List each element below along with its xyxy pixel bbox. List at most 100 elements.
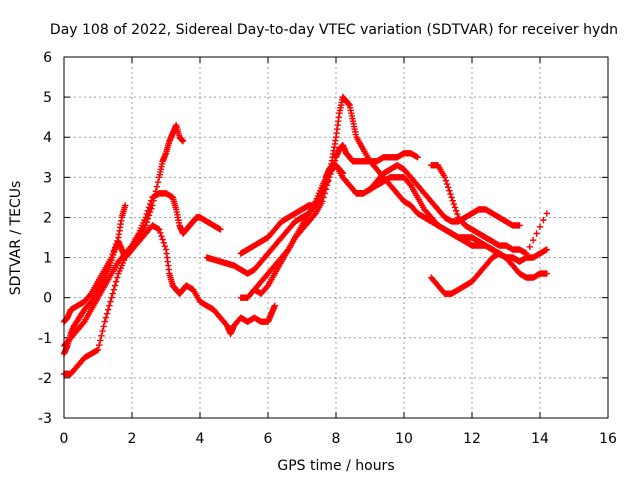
data-point (263, 283, 271, 291)
y-tick-label: 0 (43, 291, 52, 307)
data-point (108, 294, 115, 301)
data-point (142, 214, 149, 221)
y-tick-label: 6 (43, 50, 52, 66)
data-point (442, 177, 450, 184)
series-10 (428, 250, 550, 297)
series-1 (60, 121, 187, 358)
y-tick-label: 2 (43, 210, 52, 226)
data-point (322, 186, 329, 193)
x-tick-label: 0 (60, 431, 69, 447)
data-point (451, 204, 459, 211)
data-point (284, 247, 291, 255)
data-point (443, 180, 451, 188)
data-point (148, 197, 155, 204)
data-point (103, 310, 111, 317)
data-point (107, 298, 114, 305)
data-point (101, 318, 108, 325)
y-tick-labels: -3 -2 -1 0 1 2 3 4 5 6 (38, 50, 52, 427)
data-point (271, 302, 278, 309)
series-4 (60, 222, 278, 378)
series-2 (60, 202, 129, 325)
series-11 (428, 162, 550, 257)
data-point (543, 246, 550, 253)
x-tick-label: 4 (196, 431, 205, 447)
x-tick-label: 14 (531, 431, 549, 447)
x-tick-label: 6 (264, 431, 273, 447)
data-point (536, 223, 544, 231)
data-point (97, 337, 104, 344)
data-point (145, 204, 153, 211)
data-point (112, 240, 120, 248)
x-tick-labels: 0 2 4 6 8 10 12 14 16 (60, 431, 617, 447)
data-point (122, 202, 129, 209)
data-point (102, 314, 110, 321)
series-6 (237, 142, 421, 257)
x-tick-label: 8 (332, 431, 341, 447)
data-point (320, 194, 327, 201)
data-point (110, 286, 118, 293)
data-point (111, 244, 119, 251)
data-point (158, 232, 165, 240)
data-point (311, 211, 318, 218)
data-point (160, 239, 167, 247)
data-point (448, 194, 455, 201)
data-point (109, 251, 116, 258)
data-point (105, 306, 112, 313)
data-point (452, 207, 460, 214)
grid-lines (64, 57, 608, 418)
data-point (109, 290, 116, 297)
data-point (445, 184, 452, 191)
y-tick-label: -2 (38, 371, 52, 387)
data-point (95, 341, 103, 349)
data-point (217, 226, 224, 233)
chart-title: Day 108 of 2022, Sidereal Day-to-day VTE… (50, 22, 618, 38)
y-tick-label: 1 (43, 251, 52, 267)
data-point (441, 174, 448, 181)
data-point (106, 302, 113, 309)
data-point (156, 226, 163, 233)
data-point (530, 236, 537, 244)
x-axis-label: GPS time / hours (277, 458, 394, 474)
x-tick-label: 10 (395, 431, 413, 447)
y-axis-label: SDTVAR / TECUs (8, 181, 24, 296)
data-point (94, 346, 102, 354)
data-point (543, 270, 550, 277)
data-point (110, 247, 118, 255)
data-point (153, 183, 161, 190)
data-point (100, 323, 107, 330)
data-point (114, 274, 121, 281)
data-point (540, 216, 547, 224)
data-point (406, 180, 413, 188)
y-tick-label: -3 (38, 411, 52, 427)
data-point (146, 200, 154, 208)
x-tick-label: 2 (128, 431, 137, 447)
data-point (154, 178, 162, 186)
data-point (144, 207, 152, 214)
y-tick-label: 4 (43, 130, 52, 146)
data-point (111, 282, 119, 289)
data-point (447, 190, 454, 198)
data-point (516, 222, 523, 229)
data-point (446, 187, 453, 194)
data-point (523, 250, 530, 257)
series-9 (339, 162, 523, 229)
data-points (60, 93, 550, 378)
data-point (454, 210, 461, 218)
data-point (526, 243, 533, 251)
data-point (159, 236, 166, 243)
data-point (112, 278, 120, 285)
data-point (450, 200, 458, 208)
data-point (80, 319, 87, 327)
data-point (161, 242, 169, 250)
x-tick-label: 12 (463, 431, 481, 447)
data-point (108, 254, 115, 261)
data-point (99, 327, 106, 335)
y-tick-label: 3 (43, 170, 52, 186)
data-point (449, 197, 456, 204)
y-tick-label: 5 (43, 90, 52, 106)
data-point (319, 198, 326, 205)
data-point (157, 229, 164, 237)
data-point (533, 230, 540, 237)
data-point (543, 210, 550, 217)
